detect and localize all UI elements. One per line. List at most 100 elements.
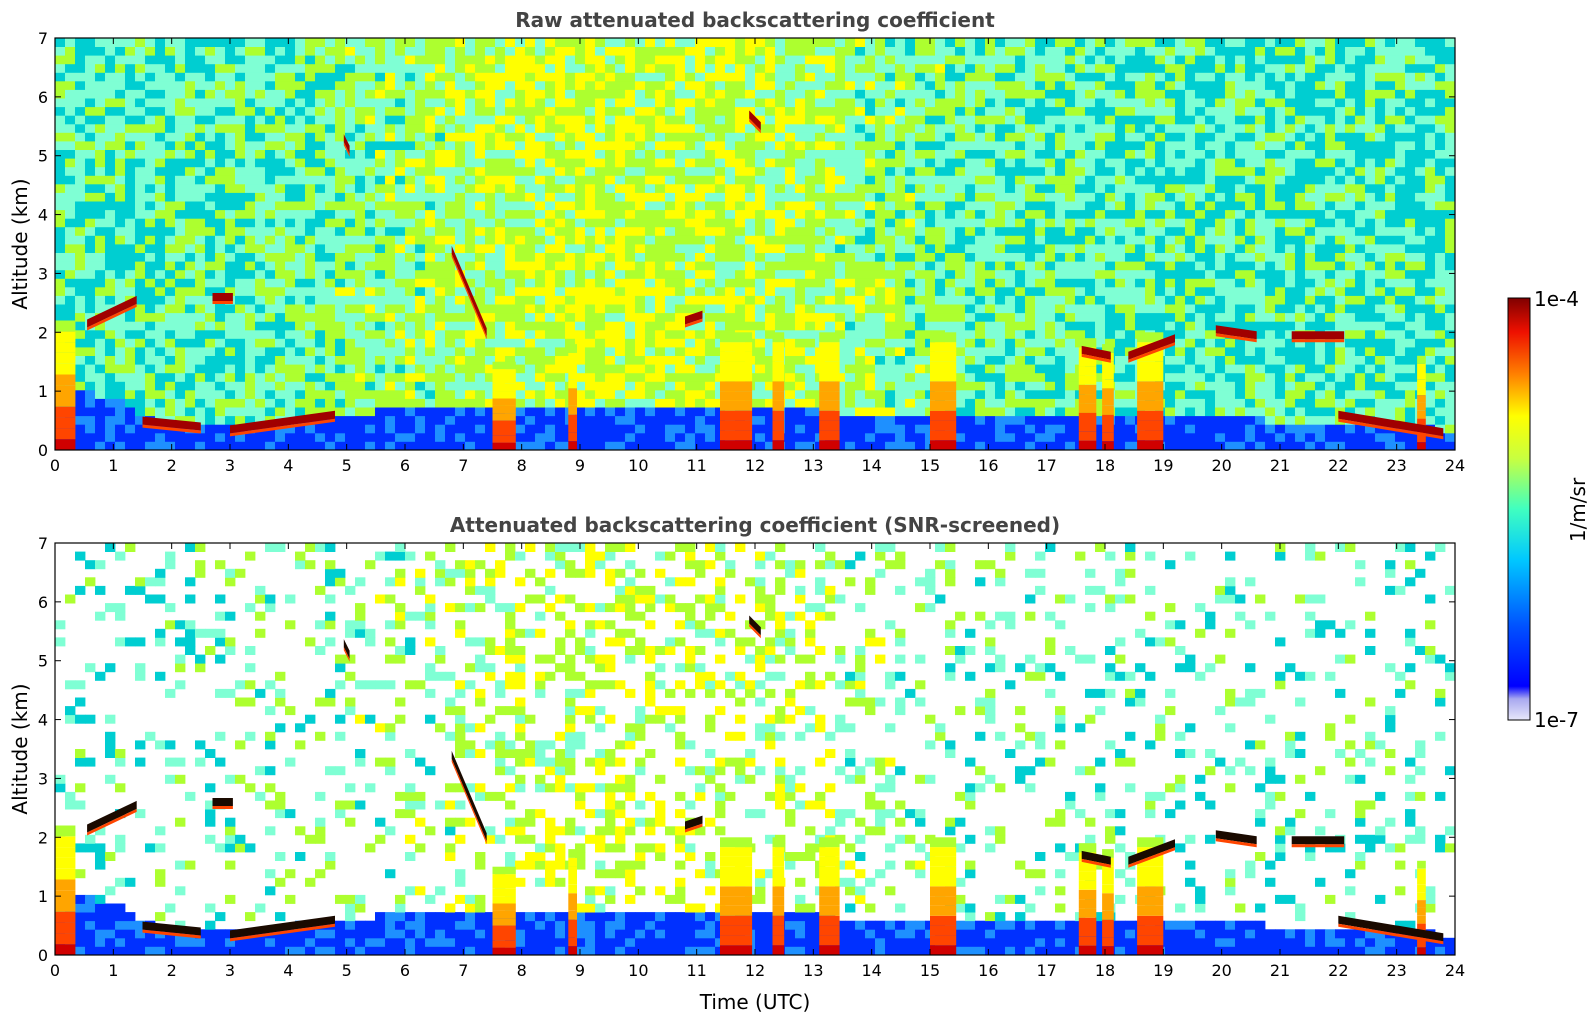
heatmap-cell xyxy=(985,390,995,399)
heatmap-cell xyxy=(695,338,705,347)
heatmap-cell xyxy=(595,55,605,64)
heatmap-cell xyxy=(605,433,615,442)
heatmap-cell xyxy=(845,184,855,193)
heatmap-cell xyxy=(425,287,435,296)
heatmap-cell xyxy=(1025,107,1035,116)
heatmap-cell xyxy=(655,424,665,433)
heatmap-cell xyxy=(255,184,265,193)
heatmap-cell xyxy=(845,261,855,270)
heatmap-cell xyxy=(495,287,505,296)
heatmap-cell xyxy=(1025,304,1035,313)
heatmap-cell xyxy=(185,72,195,81)
heatmap-cell xyxy=(535,55,545,64)
heatmap-cell xyxy=(275,201,285,210)
heatmap-cell xyxy=(915,364,925,373)
heatmap-cell xyxy=(415,141,425,150)
heatmap-cell xyxy=(875,287,885,296)
heatmap-cell xyxy=(955,132,965,141)
heatmap-cell xyxy=(705,81,715,90)
heatmap-cell xyxy=(795,184,805,193)
heatmap-cell xyxy=(735,287,745,296)
heatmap-cell xyxy=(885,193,895,202)
heatmap-cell xyxy=(185,304,195,313)
heatmap-cell xyxy=(435,235,445,244)
heatmap-cell xyxy=(525,296,535,305)
heatmap-cell xyxy=(515,201,525,210)
heatmap-cell xyxy=(665,287,675,296)
heatmap-cell xyxy=(475,218,485,227)
heatmap-cell xyxy=(1045,330,1055,339)
heatmap-cell xyxy=(895,373,905,382)
heatmap-cell xyxy=(135,270,145,279)
heatmap-cell xyxy=(955,381,965,390)
heatmap-cell xyxy=(595,373,605,382)
heatmap-cell xyxy=(345,381,355,390)
heatmap-cell xyxy=(335,399,345,408)
heatmap-cell xyxy=(725,287,735,296)
heatmap-cell xyxy=(235,98,245,107)
heatmap-cell xyxy=(645,124,655,133)
heatmap-cell xyxy=(995,270,1005,279)
heatmap-cell xyxy=(665,210,675,219)
heatmap-cell xyxy=(865,278,875,287)
heatmap-cell xyxy=(755,441,765,450)
heatmap-cell xyxy=(555,270,565,279)
heatmap-cell xyxy=(705,390,715,399)
heatmap-cell xyxy=(595,244,605,253)
heatmap-cell xyxy=(905,433,915,442)
heatmap-cell xyxy=(1025,330,1035,339)
heatmap-cell xyxy=(265,338,275,347)
heatmap-cell xyxy=(535,390,545,399)
heatmap-cell xyxy=(705,184,715,193)
heatmap-cell xyxy=(955,253,965,262)
heatmap-cell xyxy=(915,381,925,390)
heatmap-cell xyxy=(905,167,915,176)
heatmap-cell xyxy=(455,287,465,296)
heatmap-cell xyxy=(245,81,255,90)
heatmap-cell xyxy=(385,416,395,425)
heatmap-cell xyxy=(555,433,565,442)
heatmap-cell xyxy=(345,150,355,159)
heatmap-cell xyxy=(135,261,145,270)
heatmap-cell xyxy=(405,278,415,287)
heatmap-cell xyxy=(105,184,115,193)
heatmap-cell xyxy=(705,141,715,150)
heatmap-cell xyxy=(775,47,785,56)
heatmap-cell xyxy=(585,175,595,184)
heatmap-cell xyxy=(915,244,925,253)
heatmap-cell xyxy=(565,193,575,202)
heatmap-cell xyxy=(165,287,175,296)
heatmap-cell xyxy=(1005,55,1015,64)
heatmap-cell xyxy=(955,201,965,210)
heatmap-cell xyxy=(85,98,95,107)
heatmap-cell xyxy=(195,115,205,124)
heatmap-cell xyxy=(405,201,415,210)
heatmap-cell xyxy=(495,321,505,330)
heatmap-cell xyxy=(855,287,865,296)
heatmap-cell xyxy=(435,373,445,382)
heatmap-cell xyxy=(345,201,355,210)
heatmap-cell xyxy=(245,253,255,262)
heatmap-cell xyxy=(405,98,415,107)
heatmap-cell xyxy=(805,321,815,330)
heatmap-cell xyxy=(725,321,735,330)
heatmap-cell xyxy=(525,158,535,167)
heatmap-cell xyxy=(105,364,115,373)
heatmap-cell xyxy=(635,390,645,399)
heatmap-cell xyxy=(965,72,975,81)
heatmap-cell xyxy=(1045,287,1055,296)
heatmap-cell xyxy=(405,107,415,116)
heatmap-cell xyxy=(295,167,305,176)
heatmap-cell xyxy=(305,38,315,47)
heatmap-cell xyxy=(995,433,1005,442)
heatmap-cell xyxy=(885,244,895,253)
heatmap-cell xyxy=(775,296,785,305)
heatmap-cell xyxy=(115,235,125,244)
heatmap-cell xyxy=(815,132,825,141)
heatmap-cell xyxy=(545,227,555,236)
heatmap-cell xyxy=(635,338,645,347)
heatmap-cell xyxy=(865,107,875,116)
heatmap-cell xyxy=(975,373,985,382)
heatmap-cell xyxy=(555,167,565,176)
heatmap-cell xyxy=(305,381,315,390)
